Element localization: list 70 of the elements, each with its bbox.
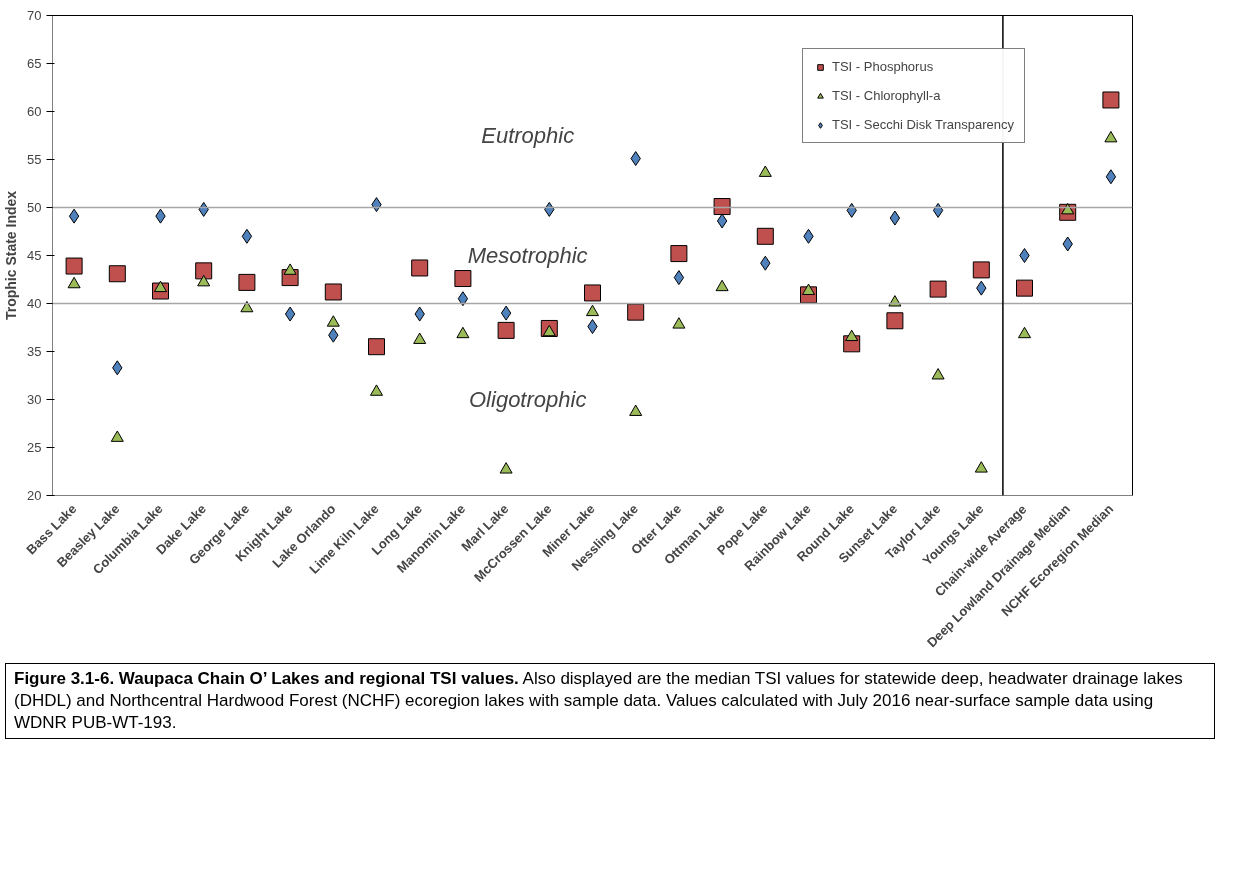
- point: [411, 259, 429, 277]
- point: [283, 263, 297, 275]
- point: [802, 283, 815, 295]
- annotation: Eutrophic: [481, 123, 575, 148]
- point: [413, 332, 427, 344]
- point: [326, 315, 340, 327]
- point: [497, 321, 515, 339]
- point: [584, 284, 601, 302]
- point: [370, 384, 383, 396]
- point: [715, 279, 729, 292]
- y-tick-label: 70: [27, 8, 42, 23]
- legend-label: TSI - Secchi Disk Transparency: [832, 117, 1015, 132]
- point: [195, 262, 213, 280]
- point: [108, 265, 126, 283]
- point: [974, 461, 988, 473]
- point: [1018, 326, 1031, 339]
- point: [1102, 91, 1120, 109]
- y-tick-label: 40: [27, 296, 42, 311]
- y-tick-label: 45: [27, 248, 42, 263]
- point: [110, 430, 124, 442]
- point: [932, 202, 944, 218]
- point: [716, 213, 728, 229]
- caption: Figure 3.1-6. Waupaca Chain O’ Lakes and regional TSI values.: [14, 669, 519, 688]
- point: [456, 326, 470, 339]
- point: [1016, 279, 1033, 297]
- point: [1061, 202, 1075, 215]
- point: [672, 317, 686, 329]
- point: [586, 304, 599, 317]
- point: [670, 245, 688, 263]
- point: [324, 283, 342, 301]
- y-tick-label: 25: [27, 440, 42, 455]
- point: [889, 210, 901, 226]
- point: [673, 270, 685, 286]
- point: [931, 368, 945, 380]
- point: [627, 303, 645, 321]
- point: [1105, 169, 1117, 185]
- point: [972, 261, 990, 279]
- point: [1019, 248, 1030, 263]
- annotation: Mesotrophic: [467, 243, 588, 268]
- point: [67, 276, 81, 289]
- point: [65, 257, 83, 275]
- y-tick-label: 20: [27, 488, 42, 503]
- point: [886, 312, 904, 330]
- point: [284, 306, 296, 322]
- y-tick-label: 65: [27, 56, 42, 71]
- point: [542, 324, 556, 337]
- point: [500, 305, 512, 321]
- point: [845, 329, 859, 342]
- y-tick-label: 35: [27, 344, 42, 359]
- point: [713, 198, 731, 216]
- point: [454, 270, 472, 288]
- y-tick-label: 60: [27, 104, 42, 119]
- point: [68, 208, 80, 224]
- point: [240, 300, 254, 313]
- legend-label: TSI - Phosphorus: [832, 59, 934, 74]
- y-tick-label: 30: [27, 392, 42, 407]
- legend-label: TSI - Chlorophyll-a: [832, 88, 941, 103]
- point: [457, 291, 469, 307]
- point: [238, 273, 256, 291]
- point: [629, 404, 643, 416]
- point: [368, 338, 385, 356]
- point: [756, 227, 774, 245]
- y-tick-label: 55: [27, 152, 42, 167]
- point: [197, 274, 211, 287]
- y-tick-label: 50: [27, 200, 42, 215]
- point: [929, 280, 947, 298]
- point: [499, 462, 513, 474]
- annotation: Oligotrophic: [469, 387, 587, 412]
- y-axis-title: Trophic State Index: [3, 190, 20, 321]
- point: [241, 228, 253, 244]
